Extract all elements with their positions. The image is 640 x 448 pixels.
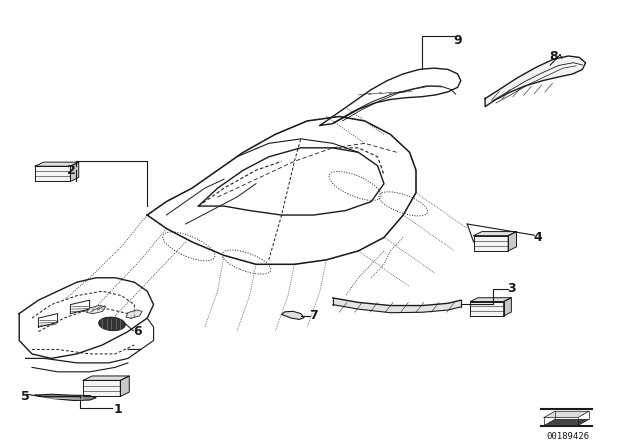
Polygon shape [70, 162, 79, 181]
Polygon shape [508, 232, 516, 251]
Polygon shape [474, 236, 508, 251]
Text: 6: 6 [133, 325, 142, 338]
Text: 5: 5 [21, 390, 30, 403]
Polygon shape [544, 411, 589, 418]
Polygon shape [126, 310, 142, 318]
Text: 00189426: 00189426 [547, 432, 590, 441]
Text: 7: 7 [309, 309, 318, 323]
Text: 9: 9 [453, 34, 462, 47]
Text: 8: 8 [549, 49, 558, 63]
Polygon shape [35, 166, 70, 181]
Polygon shape [35, 394, 96, 401]
Polygon shape [83, 380, 120, 396]
Polygon shape [86, 306, 106, 314]
Polygon shape [474, 232, 516, 236]
Ellipse shape [99, 317, 125, 331]
Polygon shape [485, 56, 586, 107]
Polygon shape [470, 298, 511, 302]
Polygon shape [544, 419, 589, 426]
Polygon shape [83, 376, 129, 380]
Polygon shape [333, 298, 461, 313]
Polygon shape [120, 376, 129, 396]
Text: 4: 4 [533, 231, 542, 244]
Polygon shape [35, 162, 79, 166]
Polygon shape [470, 302, 504, 316]
Text: 1: 1 [114, 403, 123, 417]
Polygon shape [504, 298, 511, 316]
Text: 3: 3 [508, 282, 516, 296]
Polygon shape [282, 311, 304, 319]
Text: 2: 2 [67, 164, 76, 177]
